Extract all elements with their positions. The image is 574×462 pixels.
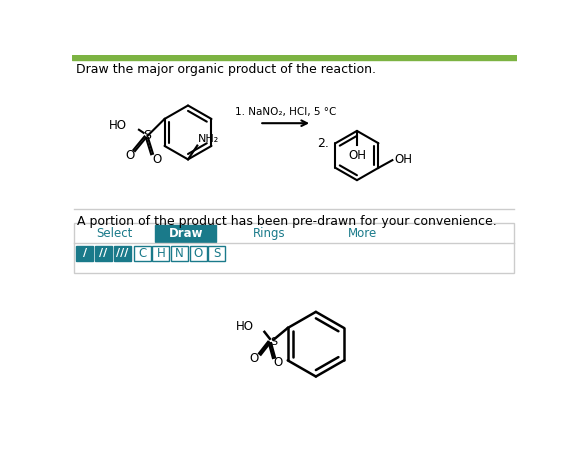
Bar — [114, 246, 131, 261]
Text: Draw: Draw — [168, 227, 203, 240]
Text: S: S — [213, 247, 220, 260]
Bar — [171, 246, 188, 261]
Text: 2.: 2. — [317, 137, 328, 150]
Text: Select: Select — [96, 227, 133, 240]
Text: /: / — [83, 249, 87, 258]
Text: O: O — [274, 356, 283, 369]
Bar — [208, 246, 225, 261]
Bar — [134, 246, 151, 261]
Text: N: N — [175, 247, 184, 260]
Bar — [72, 55, 517, 60]
Text: 1. NaNO₂, HCl, 5 °C: 1. NaNO₂, HCl, 5 °C — [235, 107, 336, 117]
Bar — [76, 246, 94, 261]
Text: S: S — [144, 129, 152, 142]
Text: Rings: Rings — [253, 227, 286, 240]
Text: O: O — [125, 149, 134, 162]
Text: H: H — [157, 247, 165, 260]
Bar — [152, 246, 169, 261]
Text: S: S — [270, 337, 277, 347]
Bar — [156, 225, 216, 242]
Bar — [74, 223, 514, 274]
Text: A portion of the product has been pre-drawn for your convenience.: A portion of the product has been pre-dr… — [77, 215, 497, 228]
Text: ///: /// — [116, 249, 129, 258]
Text: HO: HO — [235, 320, 254, 333]
Bar — [95, 246, 112, 261]
Text: Draw the major organic product of the reaction.: Draw the major organic product of the re… — [76, 63, 375, 76]
Text: C: C — [138, 247, 146, 260]
Text: OH: OH — [348, 149, 366, 162]
Text: HO: HO — [109, 119, 127, 132]
Text: OH: OH — [394, 153, 412, 166]
Text: O: O — [152, 152, 161, 165]
Bar — [189, 246, 207, 261]
Text: //: // — [99, 249, 108, 258]
Text: More: More — [348, 227, 377, 240]
Text: NH₂: NH₂ — [198, 134, 219, 144]
Text: O: O — [193, 247, 203, 260]
Text: O: O — [250, 353, 259, 365]
